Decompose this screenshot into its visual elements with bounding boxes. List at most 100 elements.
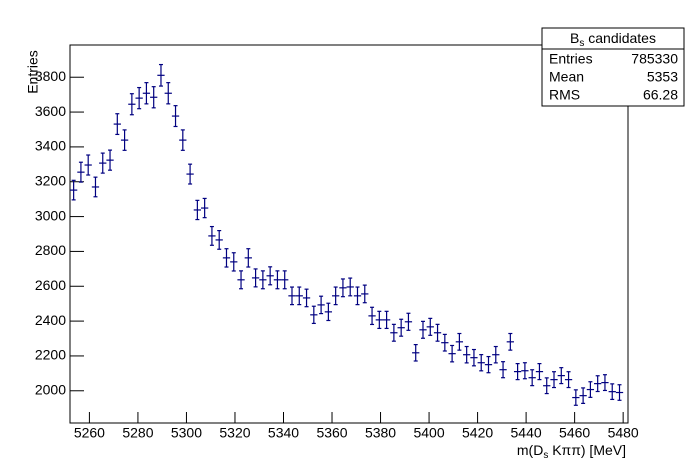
data-point [419, 320, 427, 339]
stats-title-part: candidates [584, 30, 656, 46]
data-point [397, 318, 405, 337]
data-point [484, 355, 493, 374]
y-tick-label: 3000 [35, 207, 66, 223]
data-point [557, 367, 565, 385]
data-point [193, 199, 202, 221]
data-point [164, 82, 172, 105]
data-point [339, 278, 347, 298]
data-point [91, 176, 100, 198]
data-point [543, 377, 551, 395]
x-tick-label: 5380 [365, 425, 396, 441]
y-tick-label: 2600 [35, 277, 66, 293]
data-point [324, 302, 333, 322]
data-point [259, 270, 267, 290]
data-point [128, 93, 136, 116]
data-point [157, 63, 165, 87]
data-point [528, 369, 536, 387]
x-tick-label: 5360 [316, 425, 347, 441]
stats-key: RMS [549, 87, 580, 103]
data-point [230, 252, 238, 272]
data-point [288, 286, 296, 306]
y-tick-label: 3200 [35, 172, 66, 188]
stats-value: 5353 [647, 69, 678, 85]
data-point [594, 375, 602, 393]
data-point [266, 266, 274, 286]
x-label-part: Kππ) [MeV] [548, 442, 626, 458]
x-tick-label: 5280 [122, 425, 153, 441]
data-point [499, 361, 507, 379]
data-point [535, 363, 544, 381]
data-point [463, 345, 471, 364]
data-point [412, 343, 420, 362]
data-point [433, 323, 442, 342]
x-label-sub: s [543, 450, 548, 461]
x-tick-label: 5320 [219, 425, 250, 441]
data-point [273, 270, 282, 290]
data-point [310, 305, 318, 325]
x-tick-label: 5400 [413, 425, 444, 441]
data-point [506, 332, 514, 351]
stats-value: 66.28 [643, 87, 678, 103]
data-point [201, 197, 209, 219]
y-tick-label: 3600 [35, 103, 66, 119]
data-point [513, 363, 522, 381]
data-point [120, 129, 129, 151]
data-point [455, 332, 464, 351]
data-point [353, 286, 362, 306]
x-tick-label: 5480 [608, 425, 639, 441]
data-point [70, 179, 78, 201]
data-point [251, 268, 260, 288]
x-tick-label: 5260 [74, 425, 105, 441]
y-tick-label: 2000 [35, 381, 66, 397]
data-point [281, 270, 289, 290]
data-point [150, 86, 158, 109]
data-point [521, 362, 529, 380]
y-tick-label: 2800 [35, 242, 66, 258]
data-point [186, 163, 194, 185]
x-label-part: m(D [517, 442, 543, 458]
y-tick-label: 2200 [35, 347, 66, 363]
stats-value: 785330 [631, 51, 678, 67]
data-point [346, 277, 354, 297]
data-point [244, 248, 252, 268]
x-tick-label: 5420 [462, 425, 493, 441]
data-point [448, 344, 456, 363]
y-axis-label: Entries [25, 50, 41, 94]
data-point [572, 389, 580, 406]
y-tick-label: 3800 [35, 68, 66, 84]
data-point [113, 113, 121, 136]
data-point [295, 286, 303, 306]
data-point [550, 371, 558, 389]
data-point [84, 154, 92, 176]
x-tick-label: 5440 [511, 425, 542, 441]
stats-box: Bs candidates Entries 785330 Mean 5353 R… [541, 27, 685, 107]
data-point [615, 384, 624, 401]
data-point [99, 152, 107, 174]
data-point [179, 129, 187, 151]
data-point [317, 295, 325, 315]
stats-key: Entries [549, 51, 593, 67]
data-point [579, 387, 587, 404]
data-point [404, 312, 413, 331]
data-point [608, 383, 616, 401]
x-tick-label: 5340 [268, 425, 299, 441]
plot-frame [69, 44, 629, 424]
data-point [106, 149, 114, 171]
data-point [382, 310, 391, 330]
stats-frame [541, 27, 685, 107]
data-point [208, 225, 216, 246]
data-point [470, 348, 478, 367]
y-tick-label: 3400 [35, 138, 66, 154]
data-point [477, 354, 485, 372]
x-axis-label: m(Ds Kππ) [MeV] [517, 442, 626, 461]
data-point [426, 317, 434, 336]
data-point [77, 161, 85, 183]
data-point [492, 345, 500, 364]
data-point [361, 284, 369, 304]
data-point [302, 288, 311, 308]
data-point [601, 374, 609, 392]
x-tick-label: 5300 [171, 425, 202, 441]
stats-title: Bs candidates [570, 30, 656, 49]
data-point [237, 270, 245, 290]
